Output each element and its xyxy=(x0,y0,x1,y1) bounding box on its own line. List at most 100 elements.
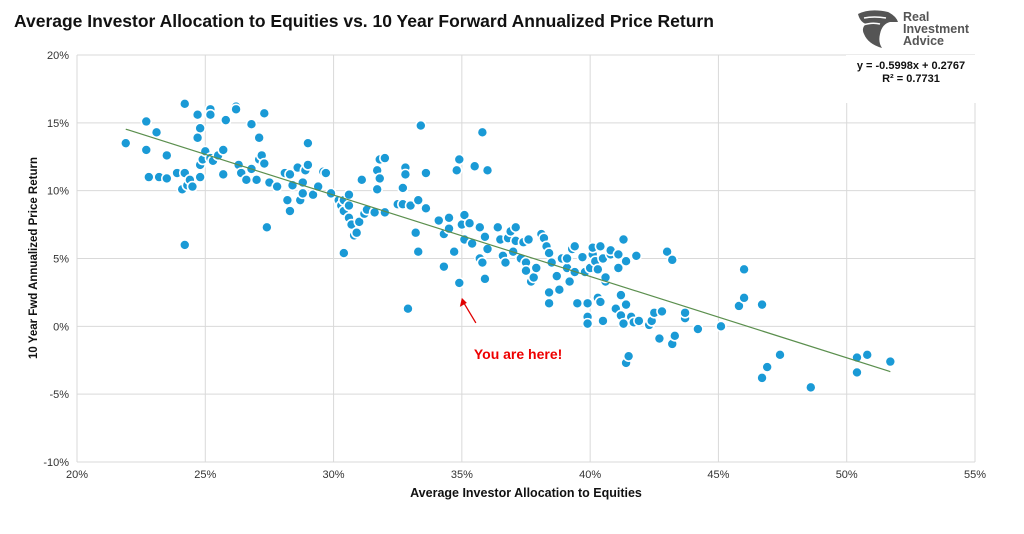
data-point xyxy=(453,277,466,289)
data-point xyxy=(617,233,630,246)
data-point xyxy=(561,252,573,265)
data-point xyxy=(432,214,445,227)
x-tick-label: 30% xyxy=(323,469,345,481)
data-point xyxy=(666,254,679,266)
data-point xyxy=(543,247,555,259)
data-point xyxy=(592,263,604,276)
x-tick-label: 25% xyxy=(194,469,216,481)
data-point xyxy=(597,315,609,327)
y-tick-label: 10% xyxy=(47,186,69,198)
data-point xyxy=(371,183,383,196)
data-point xyxy=(550,270,563,282)
y-tick-labels: 20% 15% 10% 5% 0% -5% -10% xyxy=(43,50,69,469)
data-point xyxy=(884,355,897,368)
annotation: You are here! xyxy=(459,297,562,362)
data-point xyxy=(250,174,263,186)
data-point xyxy=(622,350,635,362)
data-point xyxy=(284,205,296,217)
arrow-head-icon xyxy=(459,297,467,307)
data-point xyxy=(119,137,132,149)
data-point xyxy=(338,247,350,259)
data-point xyxy=(491,221,504,234)
logo-line: Advice xyxy=(903,34,944,48)
data-point xyxy=(355,174,368,186)
data-point xyxy=(661,245,673,258)
data-point xyxy=(543,286,555,299)
data-point xyxy=(738,263,750,276)
data-points xyxy=(119,98,897,394)
data-point xyxy=(191,131,204,144)
data-point xyxy=(220,114,232,126)
data-point xyxy=(302,159,314,171)
eagle-logo-icon xyxy=(858,10,898,48)
data-point xyxy=(612,262,625,274)
chart-title: Average Investor Allocation to Equities … xyxy=(14,11,714,31)
data-point xyxy=(412,194,425,206)
data-point xyxy=(409,226,422,239)
data-point xyxy=(240,174,253,186)
data-point xyxy=(217,168,230,181)
data-point xyxy=(633,315,645,327)
data-point xyxy=(194,171,206,183)
data-point xyxy=(527,271,540,284)
x-tick-label: 50% xyxy=(836,469,858,481)
data-point xyxy=(402,302,414,315)
data-point xyxy=(379,152,391,164)
data-point xyxy=(481,164,494,177)
data-point xyxy=(143,171,155,183)
data-point xyxy=(258,157,271,170)
y-axis-label: 10 Year Fwd Annualized Price Return xyxy=(28,157,40,359)
data-point xyxy=(420,202,432,215)
data-point xyxy=(756,372,768,384)
x-tick-label: 20% xyxy=(66,469,88,481)
data-point xyxy=(296,187,309,200)
data-point xyxy=(479,230,491,243)
x-tick-label: 45% xyxy=(707,469,729,481)
data-point xyxy=(161,149,173,162)
data-point xyxy=(571,297,584,310)
x-axis-label: Average Investor Allocation to Equities xyxy=(410,486,642,500)
data-point xyxy=(415,119,427,132)
data-point xyxy=(530,262,543,274)
data-point xyxy=(756,298,768,311)
data-point xyxy=(325,187,337,200)
data-point xyxy=(343,199,355,212)
y-tick-label: -5% xyxy=(49,389,69,401)
data-point xyxy=(420,167,432,179)
data-point xyxy=(620,255,632,268)
data-point xyxy=(581,297,594,310)
data-point xyxy=(194,122,206,135)
data-point xyxy=(448,245,460,258)
data-point xyxy=(761,361,773,373)
data-point xyxy=(191,108,204,121)
data-point xyxy=(412,245,425,258)
data-point xyxy=(230,103,242,116)
data-point xyxy=(397,182,409,194)
y-tick-label: -10% xyxy=(43,457,69,469)
data-point xyxy=(692,323,704,335)
r-squared: R² = 0.7731 xyxy=(882,73,940,85)
y-tick-label: 0% xyxy=(53,321,69,333)
data-point xyxy=(594,240,607,253)
annotation-arrow xyxy=(463,302,477,324)
data-point xyxy=(476,256,489,269)
data-point xyxy=(612,248,625,261)
y-tick-label: 15% xyxy=(47,118,69,130)
data-point xyxy=(399,168,412,181)
data-point xyxy=(258,107,271,120)
data-point xyxy=(479,273,491,285)
data-point xyxy=(140,115,153,128)
data-point xyxy=(161,172,173,185)
x-tick-label: 55% xyxy=(964,469,986,481)
data-point xyxy=(715,320,727,333)
x-tick-labels: 20% 25% 30% 35% 40% 45% 50% 55% xyxy=(66,469,986,481)
data-point xyxy=(522,233,535,246)
data-point xyxy=(620,298,632,311)
x-tick-label: 40% xyxy=(579,469,601,481)
data-point xyxy=(443,212,455,224)
annotation-text: You are here! xyxy=(474,346,562,362)
data-point xyxy=(458,209,471,221)
data-point xyxy=(568,240,581,253)
data-point xyxy=(499,256,512,269)
data-point xyxy=(615,289,627,301)
